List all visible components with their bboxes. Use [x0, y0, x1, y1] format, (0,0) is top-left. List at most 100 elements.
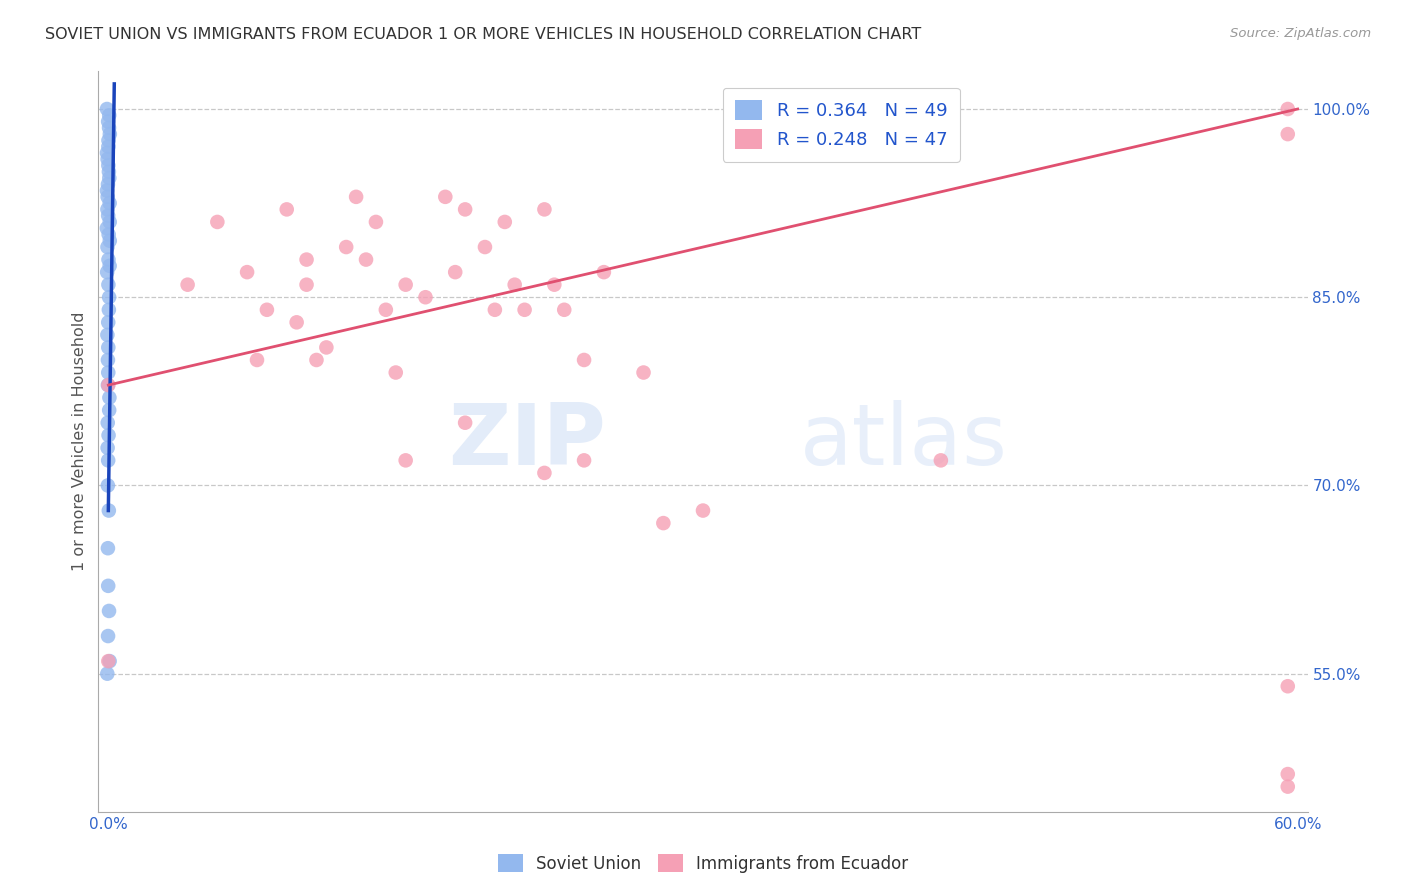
- Point: [533, 466, 555, 480]
- Point: [374, 302, 396, 317]
- Point: [395, 453, 418, 467]
- Point: [96, 202, 118, 217]
- Point: [444, 265, 467, 279]
- Point: [295, 277, 318, 292]
- Point: [97, 503, 120, 517]
- Point: [97, 209, 120, 223]
- Point: [1277, 767, 1299, 781]
- Point: [97, 378, 120, 392]
- Point: [97, 340, 120, 354]
- Point: [98, 108, 121, 122]
- Text: ZIP: ZIP: [449, 400, 606, 483]
- Point: [454, 416, 477, 430]
- Point: [415, 290, 437, 304]
- Point: [98, 215, 121, 229]
- Text: Source: ZipAtlas.com: Source: ZipAtlas.com: [1230, 27, 1371, 40]
- Point: [295, 252, 318, 267]
- Point: [98, 290, 121, 304]
- Point: [97, 366, 120, 380]
- Point: [97, 579, 120, 593]
- Legend: R = 0.364   N = 49, R = 0.248   N = 47: R = 0.364 N = 49, R = 0.248 N = 47: [723, 87, 960, 161]
- Point: [335, 240, 357, 254]
- Point: [97, 378, 120, 392]
- Point: [97, 165, 120, 179]
- Point: [305, 353, 328, 368]
- Point: [97, 190, 120, 204]
- Point: [97, 277, 120, 292]
- Point: [98, 654, 121, 668]
- Point: [97, 139, 120, 153]
- Point: [572, 453, 595, 467]
- Point: [207, 215, 229, 229]
- Point: [98, 171, 121, 186]
- Point: [315, 340, 337, 354]
- Point: [484, 302, 506, 317]
- Point: [97, 227, 120, 242]
- Point: [98, 234, 121, 248]
- Point: [1277, 780, 1299, 794]
- Point: [176, 277, 198, 292]
- Point: [97, 302, 120, 317]
- Point: [364, 215, 387, 229]
- Point: [97, 315, 120, 329]
- Point: [98, 391, 121, 405]
- Point: [97, 252, 120, 267]
- Point: [692, 503, 714, 517]
- Point: [285, 315, 308, 329]
- Point: [97, 133, 120, 147]
- Point: [344, 190, 367, 204]
- Point: [276, 202, 298, 217]
- Point: [1277, 679, 1299, 693]
- Point: [97, 353, 120, 368]
- Point: [97, 152, 120, 166]
- Point: [1277, 102, 1299, 116]
- Point: [395, 277, 418, 292]
- Point: [543, 277, 565, 292]
- Point: [572, 353, 595, 368]
- Text: SOVIET UNION VS IMMIGRANTS FROM ECUADOR 1 OR MORE VEHICLES IN HOUSEHOLD CORRELAT: SOVIET UNION VS IMMIGRANTS FROM ECUADOR …: [45, 27, 921, 42]
- Point: [98, 196, 121, 211]
- Point: [96, 327, 118, 342]
- Point: [97, 428, 120, 442]
- Point: [494, 215, 516, 229]
- Point: [98, 127, 121, 141]
- Point: [929, 453, 952, 467]
- Point: [503, 277, 526, 292]
- Point: [256, 302, 278, 317]
- Point: [1277, 127, 1299, 141]
- Text: atlas: atlas: [800, 400, 1008, 483]
- Point: [354, 252, 377, 267]
- Point: [98, 259, 121, 273]
- Point: [97, 629, 120, 643]
- Point: [98, 604, 121, 618]
- Y-axis label: 1 or more Vehicles in Household: 1 or more Vehicles in Household: [72, 312, 87, 571]
- Point: [97, 178, 120, 192]
- Point: [96, 666, 118, 681]
- Point: [513, 302, 536, 317]
- Point: [98, 403, 121, 417]
- Point: [236, 265, 259, 279]
- Point: [533, 202, 555, 217]
- Point: [652, 516, 675, 530]
- Point: [97, 159, 120, 173]
- Point: [633, 366, 655, 380]
- Point: [474, 240, 496, 254]
- Point: [97, 541, 120, 556]
- Point: [97, 453, 120, 467]
- Point: [97, 114, 120, 128]
- Point: [96, 240, 118, 254]
- Point: [97, 654, 120, 668]
- Point: [553, 302, 575, 317]
- Point: [246, 353, 269, 368]
- Point: [96, 145, 118, 160]
- Point: [96, 184, 118, 198]
- Point: [97, 416, 120, 430]
- Point: [593, 265, 616, 279]
- Point: [98, 120, 121, 135]
- Point: [97, 441, 120, 455]
- Legend: Soviet Union, Immigrants from Ecuador: Soviet Union, Immigrants from Ecuador: [491, 847, 915, 880]
- Point: [96, 265, 118, 279]
- Point: [96, 102, 118, 116]
- Point: [384, 366, 406, 380]
- Point: [434, 190, 457, 204]
